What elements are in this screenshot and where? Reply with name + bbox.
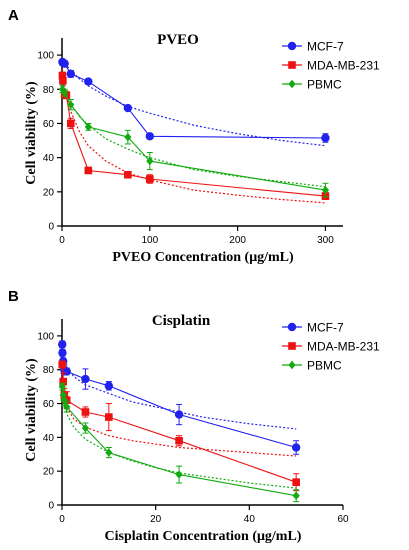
panel-a-y-tick-label: 20 bbox=[43, 187, 55, 198]
panel-b-series-pbmc-point bbox=[58, 382, 66, 391]
panel-a-series-pbmc-point bbox=[84, 122, 92, 132]
panel-b-legend-pbmc-label: PBMC bbox=[307, 359, 342, 373]
panel-b-y-tick-label: 40 bbox=[43, 433, 55, 444]
panel-a-x-tick-label: 100 bbox=[141, 235, 158, 246]
panel-a-series-mcf-7-point bbox=[123, 103, 133, 113]
panel-a-y-tick-label: 60 bbox=[43, 119, 55, 130]
panel-a-plot: 0 20 40 60 80 100 0 100 200 300 bbox=[37, 38, 343, 246]
panel-b-plot: 0 20 40 60 80 100 0 20 40 60 bbox=[37, 319, 349, 525]
panel-b-series-pbmc-point bbox=[105, 448, 113, 457]
panel-b-series-pbmc bbox=[58, 382, 300, 503]
panel-b-x-axis-label: Cisplatin Concentration (μg/mL) bbox=[105, 529, 302, 544]
panel-a-series-pbmc-line bbox=[61, 89, 326, 191]
panel-a-series-mcf-7-point bbox=[321, 133, 330, 143]
panel-a-legend: MCF-7 MDA-MB-231 PBMC bbox=[282, 40, 380, 92]
panel-b: B Cisplatin 0 20 40 60 80 100 0 20 40 60 MCF-7 MDA… bbox=[8, 288, 380, 544]
panel-a-legend-mcf-7-label: MCF-7 bbox=[307, 40, 344, 54]
panel-b-legend-pbmc-marker bbox=[288, 360, 296, 370]
panel-b-series-mcf-7-point bbox=[58, 348, 67, 358]
panel-a-legend-mda-mb-231-label: MDA-MB-231 bbox=[307, 59, 380, 73]
panel-a-series-pbmc-point bbox=[146, 156, 154, 166]
panel-b-series-pbmc-point bbox=[60, 395, 68, 405]
panel-a-series-pbmc-fit-curve bbox=[61, 83, 326, 188]
panel-a-y-tick-label: 100 bbox=[37, 51, 54, 62]
panel-b-x-tick-label: 40 bbox=[244, 514, 256, 525]
panel-a-legend-mcf-7-marker bbox=[287, 41, 297, 51]
panel-b-legend-mcf-7-marker bbox=[287, 322, 297, 332]
panel-a-series-pbmc-point bbox=[321, 185, 330, 195]
panel-b-series-pbmc-point bbox=[81, 423, 90, 433]
panel-b-y-tick-label: 100 bbox=[37, 331, 54, 342]
panel-b-y-tick-label: 80 bbox=[43, 365, 55, 376]
panel-a-y-tick-label: 0 bbox=[48, 222, 54, 233]
panel-a-series-mda-mb-231-point bbox=[146, 175, 154, 183]
panel-b-y-tick-label: 60 bbox=[43, 399, 55, 410]
panel-b-legend-mda-mb-231-label: MDA-MB-231 bbox=[307, 340, 380, 354]
panel-b-x-tick-label: 20 bbox=[150, 514, 162, 525]
panel-a-x-tick-label: 300 bbox=[317, 235, 334, 246]
panel-b-series-mda-mb-231-point bbox=[81, 408, 90, 416]
panel-b-series-mcf-7-point bbox=[174, 410, 184, 419]
panel-a-x-tick-label: 0 bbox=[59, 235, 65, 246]
panel-a-y-tick-label: 40 bbox=[43, 153, 55, 164]
panel-a: A PVEO 0 20 40 60 80 100 0 100 200 300 MCF-7 MDA-M… bbox=[8, 7, 380, 265]
panel-a-title: PVEO bbox=[157, 32, 199, 48]
panel-a-series-pbmc-point bbox=[67, 100, 75, 109]
panel-b-series-pbmc-point bbox=[175, 470, 183, 479]
panel-a-series-mcf-7-line bbox=[61, 61, 326, 139]
panel-b-x-tick-label: 0 bbox=[59, 514, 65, 525]
panel-b-series-mda-mb-231-point bbox=[292, 478, 300, 486]
panel-b-letter: B bbox=[8, 288, 19, 305]
panel-a-series-mda-mb-231-point bbox=[58, 71, 67, 80]
panel-a-x-axis-label: PVEO Concentration (μg/mL) bbox=[112, 250, 294, 265]
panel-a-series-pbmc-point bbox=[124, 132, 132, 142]
panel-b-series-mda-mb-231-point bbox=[58, 360, 67, 369]
panel-a-series-pbmc bbox=[58, 83, 330, 198]
panel-b-series-mcf-7-point bbox=[81, 374, 90, 384]
panel-a-series-mcf-7-point bbox=[84, 77, 93, 86]
panel-a-series-mda-mb-231-point bbox=[59, 76, 67, 85]
panel-a-series-mcf-7-point bbox=[145, 132, 155, 141]
panel-a-series-mcf-7-point bbox=[66, 69, 75, 79]
panel-b-series-pbmc-point bbox=[63, 402, 71, 412]
panel-a-series-pbmc-point bbox=[61, 88, 69, 97]
panel-b-series-mda-mb-231-point bbox=[175, 436, 183, 445]
panel-b-series-mda-mb-231-point bbox=[59, 377, 67, 386]
panel-b-legend-mcf-7-label: MCF-7 bbox=[307, 321, 344, 335]
panel-a-letter: A bbox=[8, 7, 19, 24]
panel-a-series-mcf-7-fit-curve bbox=[61, 59, 326, 147]
panel-b-y-tick-label: 0 bbox=[48, 501, 54, 512]
panel-a-series-mcf-7-point bbox=[60, 59, 69, 68]
panel-a-series-mda-mb-231-point bbox=[84, 166, 93, 175]
panel-b-legend: MCF-7 MDA-MB-231 PBMC bbox=[282, 321, 380, 373]
panel-b-y-axis-label: Cell viability (%) bbox=[24, 358, 39, 462]
panel-a-y-axis-label: Cell viability (%) bbox=[24, 81, 39, 185]
panel-b-y-tick-label: 20 bbox=[43, 467, 55, 478]
panel-b-series-pbmc-point bbox=[292, 491, 300, 500]
panel-b-series-mcf-7-point bbox=[104, 381, 114, 390]
panel-b-legend-mda-mb-231-marker bbox=[288, 342, 296, 350]
panel-a-legend-pbmc-marker bbox=[288, 79, 296, 89]
panel-a-legend-mda-mb-231-marker bbox=[288, 61, 296, 69]
panel-a-y-tick-label: 80 bbox=[43, 85, 55, 96]
panel-b-series-mcf-7-point bbox=[58, 340, 67, 349]
panel-a-x-tick-label: 200 bbox=[229, 235, 246, 246]
panel-b-title: Cisplatin bbox=[152, 313, 211, 329]
panel-b-x-tick-label: 60 bbox=[337, 514, 349, 525]
panel-b-series-mcf-7-point bbox=[291, 443, 301, 452]
panel-a-legend-pbmc-label: PBMC bbox=[307, 78, 342, 92]
panel-a-series-mda-mb-231-point bbox=[66, 119, 75, 128]
panel-a-series-mcf-7 bbox=[58, 57, 330, 147]
panel-b-series-mda-mb-231-point bbox=[105, 413, 113, 421]
panel-a-series-mda-mb-231-point bbox=[124, 170, 132, 179]
